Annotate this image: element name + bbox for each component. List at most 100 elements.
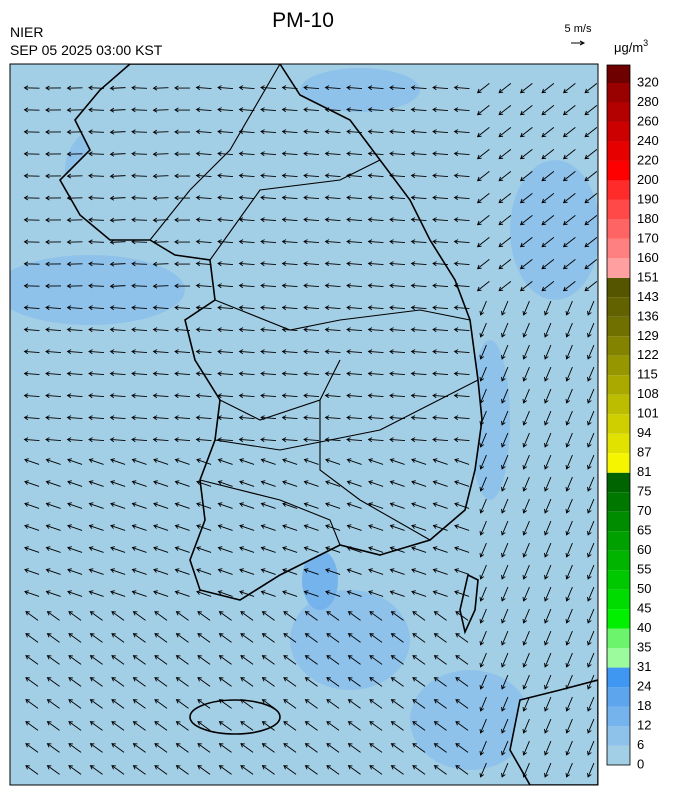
wind-arrow bbox=[346, 568, 362, 575]
wind-arrow bbox=[479, 608, 487, 624]
wind-arrow bbox=[476, 148, 490, 160]
colorbar-cell bbox=[607, 297, 630, 317]
datetime: SEP 05 2025 03:00 KST bbox=[10, 42, 163, 58]
wind-arrow bbox=[501, 718, 509, 734]
wind-arrow bbox=[23, 283, 40, 289]
wind-arrow bbox=[367, 327, 384, 333]
wind-arrow bbox=[498, 236, 512, 248]
wind-arrow bbox=[281, 85, 298, 91]
colorbar-cell bbox=[607, 745, 630, 765]
wind-arrow bbox=[324, 195, 341, 201]
wind-arrow bbox=[174, 349, 191, 355]
wind-arrow bbox=[132, 765, 146, 775]
wind-arrow bbox=[111, 611, 125, 621]
wind-arrow bbox=[410, 305, 427, 311]
colorbar-label: 81 bbox=[637, 464, 651, 479]
wind-arrow bbox=[389, 239, 406, 245]
wind-arrow bbox=[217, 85, 234, 91]
wind-arrow bbox=[45, 327, 62, 333]
wind-arrow bbox=[544, 476, 552, 492]
wind-arrow bbox=[587, 740, 595, 756]
wind-arrow bbox=[89, 677, 103, 687]
colorbar-cell bbox=[607, 648, 630, 668]
wind-arrow bbox=[68, 633, 82, 643]
wind-arrow bbox=[24, 480, 40, 487]
wind-arrow bbox=[217, 195, 234, 201]
wind-arrow bbox=[389, 524, 405, 531]
colorbar-label: 136 bbox=[637, 308, 659, 323]
wind-arrow bbox=[324, 393, 341, 399]
wind-arrow bbox=[45, 568, 61, 575]
wind-arrow bbox=[454, 502, 470, 509]
wind-arrow bbox=[479, 344, 487, 360]
wind-arrow bbox=[88, 261, 105, 267]
wind-arrow bbox=[324, 239, 341, 245]
wind-arrow bbox=[432, 502, 448, 509]
wind-arrow bbox=[324, 129, 341, 135]
wind-arrow bbox=[174, 546, 190, 553]
wind-arrow bbox=[324, 85, 341, 91]
wind-arrow bbox=[45, 261, 62, 267]
wind-arrow bbox=[238, 239, 255, 245]
wind-arrow bbox=[498, 148, 512, 160]
wind-arrow bbox=[367, 85, 384, 91]
wind-arrow bbox=[152, 393, 169, 399]
wind-arrow bbox=[25, 677, 39, 687]
wind-arrow bbox=[217, 524, 233, 531]
unit: μg/m3 bbox=[614, 38, 648, 55]
wind-arrow bbox=[522, 344, 530, 360]
wind-arrow bbox=[260, 305, 277, 311]
wind-arrow bbox=[152, 129, 169, 135]
colorbar-label: 50 bbox=[637, 581, 651, 596]
wind-arrow bbox=[479, 432, 487, 448]
wind-arrow bbox=[501, 432, 509, 448]
wind-arrow bbox=[410, 261, 427, 267]
colorbar-cell bbox=[607, 687, 630, 707]
wind-arrow bbox=[88, 371, 105, 377]
wind-arrow bbox=[346, 305, 363, 311]
wind-arrow bbox=[88, 480, 104, 487]
wind-arrow bbox=[239, 502, 255, 509]
wind-arrow bbox=[367, 107, 384, 113]
wind-arrow bbox=[303, 85, 320, 91]
wind-arrow bbox=[217, 173, 234, 179]
wind-arrow bbox=[432, 239, 449, 245]
wind-arrow bbox=[410, 437, 427, 443]
wind-arrow bbox=[584, 148, 598, 160]
wind-arrow bbox=[25, 743, 39, 753]
wind-arrow bbox=[197, 721, 211, 731]
wind-arrow bbox=[544, 762, 552, 778]
wind-arrow bbox=[432, 524, 448, 531]
colorbar-cell bbox=[607, 180, 630, 200]
wind-arrow bbox=[587, 410, 595, 426]
wind-arrow bbox=[131, 85, 148, 91]
wind-arrow bbox=[544, 520, 552, 536]
wind-arrow bbox=[479, 388, 487, 404]
wind-arrow bbox=[389, 129, 406, 135]
wind-arrow bbox=[174, 524, 190, 531]
wind-arrow bbox=[111, 655, 125, 665]
wind-arrow bbox=[68, 611, 82, 621]
wind-arrow bbox=[410, 173, 427, 179]
wind-arrow bbox=[544, 322, 552, 338]
wind-arrow bbox=[109, 415, 126, 421]
unit-exponent: 3 bbox=[643, 38, 648, 48]
wind-arrow bbox=[367, 239, 384, 245]
wind-arrow bbox=[522, 322, 530, 338]
wind-arrow bbox=[412, 721, 426, 731]
wind-arrow bbox=[479, 498, 487, 514]
wind-arrow bbox=[218, 677, 232, 687]
wind-arrow bbox=[24, 546, 40, 553]
wind-arrow bbox=[454, 480, 470, 487]
wind-arrow bbox=[89, 743, 103, 753]
wind-arrow bbox=[109, 261, 126, 267]
wind-arrow bbox=[410, 85, 427, 91]
wind-arrow bbox=[217, 458, 233, 465]
wind-arrow bbox=[433, 611, 447, 621]
wind-arrow bbox=[390, 721, 404, 731]
wind-arrow bbox=[88, 458, 104, 465]
wind-arrow bbox=[89, 655, 103, 665]
wind-arrow bbox=[131, 393, 148, 399]
wind-arrow bbox=[281, 415, 298, 421]
wind-arrow bbox=[282, 546, 298, 553]
